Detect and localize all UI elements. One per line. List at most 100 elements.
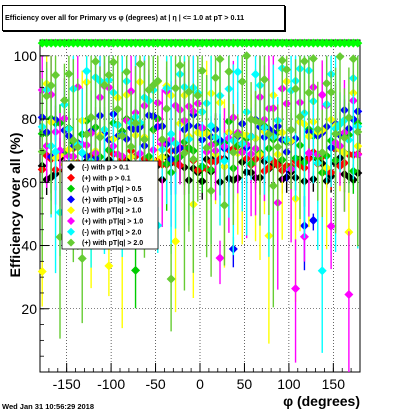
data-point bbox=[64, 69, 74, 79]
legend-marker bbox=[67, 238, 75, 247]
y-tick-label: 80 bbox=[21, 111, 37, 127]
data-point bbox=[259, 75, 269, 85]
x-tick-label: 50 bbox=[237, 376, 253, 392]
data-point bbox=[37, 147, 47, 157]
data-point bbox=[153, 76, 163, 86]
data-point bbox=[317, 266, 327, 276]
y-tick-label: 60 bbox=[21, 174, 37, 190]
data-point bbox=[344, 113, 354, 123]
data-point bbox=[211, 73, 221, 83]
legend-label: (+) with pT|q| > 2.0 bbox=[82, 240, 143, 247]
data-point bbox=[304, 88, 314, 98]
legend-label: (+) with pT|q| > 1.0 bbox=[82, 219, 143, 226]
data-point bbox=[104, 261, 114, 271]
series-8 bbox=[37, 38, 363, 48]
data-point bbox=[95, 132, 105, 142]
data-point bbox=[277, 55, 287, 65]
data-point bbox=[268, 181, 278, 191]
data-point bbox=[233, 67, 243, 77]
data-point bbox=[242, 51, 252, 61]
data-point bbox=[308, 54, 318, 64]
data-point bbox=[206, 186, 216, 196]
data-point bbox=[144, 85, 154, 95]
legend: (-) with p > 0.1 (+) with p > 0.1 (-) with… bbox=[61, 160, 159, 250]
data-point bbox=[77, 253, 87, 263]
legend-marker bbox=[67, 173, 75, 182]
x-tick-label: 100 bbox=[277, 376, 301, 392]
data-point bbox=[353, 127, 363, 137]
data-point bbox=[131, 118, 141, 128]
data-point bbox=[233, 130, 243, 140]
data-point bbox=[171, 83, 181, 93]
legend-marker bbox=[67, 184, 75, 193]
data-point bbox=[251, 69, 261, 79]
data-point bbox=[46, 80, 56, 90]
data-point bbox=[82, 129, 92, 139]
data-point bbox=[51, 147, 61, 157]
data-point bbox=[104, 70, 114, 80]
data-point bbox=[184, 87, 194, 97]
data-point bbox=[206, 121, 216, 131]
legend-marker bbox=[67, 217, 75, 225]
data-point bbox=[339, 133, 349, 143]
data-point bbox=[317, 90, 327, 100]
data-point bbox=[82, 66, 92, 76]
data-point bbox=[91, 56, 101, 66]
data-point bbox=[51, 70, 61, 80]
legend-label: (-) with pT|q| > 2.0 bbox=[82, 229, 141, 236]
data-point bbox=[215, 54, 225, 64]
data-point bbox=[135, 59, 145, 69]
legend-marker bbox=[67, 227, 75, 236]
data-point bbox=[326, 87, 336, 97]
legend-marker bbox=[67, 163, 75, 171]
legend-label: (-) with p > 0.1 bbox=[82, 165, 129, 172]
data-point bbox=[317, 148, 327, 158]
data-point bbox=[117, 131, 127, 141]
chart-title: Efficiency over all for Primary vs φ (de… bbox=[2, 5, 285, 31]
legend-marker bbox=[67, 206, 75, 215]
data-point bbox=[108, 57, 118, 67]
x-tick-label: -100 bbox=[97, 376, 125, 392]
data-point bbox=[299, 56, 309, 66]
data-point bbox=[126, 142, 136, 152]
data-point bbox=[162, 104, 172, 114]
data-point bbox=[193, 90, 203, 100]
data-point bbox=[237, 77, 247, 87]
data-point bbox=[255, 117, 265, 127]
data-point bbox=[42, 91, 52, 101]
data-point bbox=[264, 129, 274, 139]
y-tick-label: 100 bbox=[14, 48, 38, 64]
data-point bbox=[295, 112, 305, 122]
data-point bbox=[157, 134, 167, 144]
x-tick-label: 150 bbox=[322, 376, 346, 392]
legend-marker bbox=[67, 195, 75, 204]
axes: -150 -100 -50 0 50 100 150 20 40 60 80 100 bbox=[14, 48, 352, 392]
data-point bbox=[224, 67, 234, 77]
data-point bbox=[348, 54, 358, 64]
x-axis-label: φ (degrees) bbox=[283, 393, 360, 409]
timestamp: Wed Jan 31 10:56:29 2018 bbox=[2, 402, 95, 411]
data-point bbox=[99, 80, 109, 90]
x-tick-label: -50 bbox=[145, 376, 165, 392]
data-point bbox=[166, 129, 176, 139]
legend-label: (-) with pT|q| > 1.0 bbox=[82, 208, 141, 215]
data-point bbox=[215, 253, 225, 263]
data-point bbox=[313, 124, 323, 134]
data-point bbox=[122, 67, 132, 77]
data-point bbox=[308, 215, 318, 225]
data-point bbox=[171, 236, 181, 246]
data-point bbox=[139, 135, 149, 145]
legend-label: (+) with pT|q| > 0.5 bbox=[82, 197, 143, 204]
data-point bbox=[282, 65, 292, 75]
x-tick-label: 0 bbox=[196, 376, 204, 392]
x-tick-label: -150 bbox=[53, 376, 81, 392]
data-point bbox=[331, 129, 341, 139]
data-point bbox=[175, 60, 185, 70]
data-point bbox=[344, 289, 354, 299]
data-point bbox=[335, 52, 345, 62]
data-point bbox=[202, 143, 212, 153]
data-point bbox=[188, 154, 198, 164]
y-axis-label: Efficiency over all (%) bbox=[7, 133, 23, 278]
legend-box bbox=[61, 160, 159, 250]
data-point bbox=[197, 66, 207, 76]
